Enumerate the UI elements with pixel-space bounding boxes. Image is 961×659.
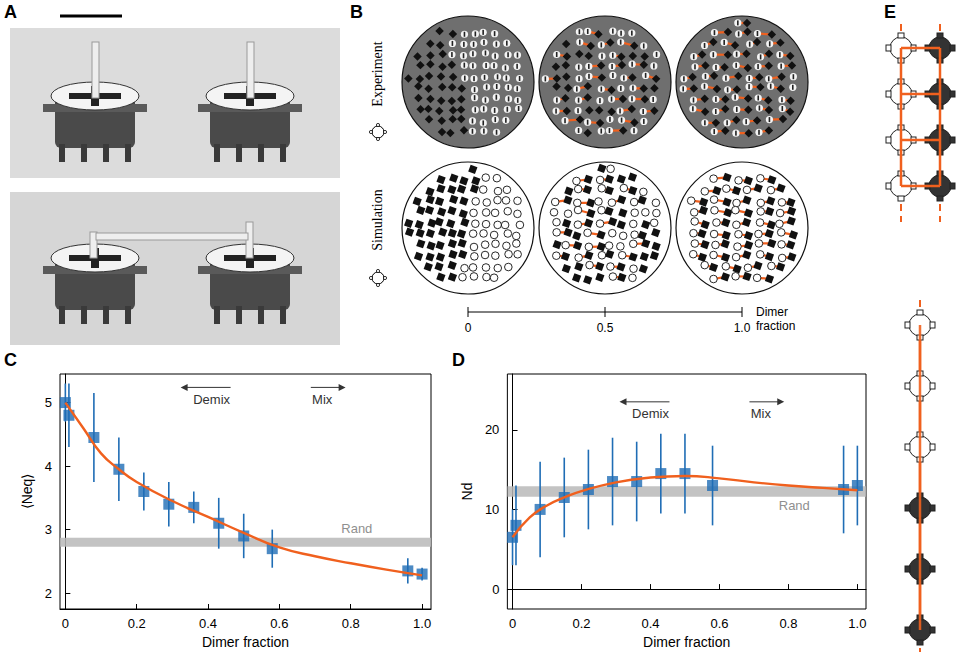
svg-text:0: 0 bbox=[62, 616, 69, 631]
svg-text:0: 0 bbox=[465, 321, 472, 335]
svg-text:⟨Neq⟩: ⟨Neq⟩ bbox=[19, 474, 35, 510]
svg-text:0.6: 0.6 bbox=[270, 616, 288, 631]
svg-text:0.4: 0.4 bbox=[199, 616, 217, 631]
svg-text:Demix: Demix bbox=[193, 392, 230, 407]
svg-text:4: 4 bbox=[45, 459, 52, 474]
svg-text:Simulation: Simulation bbox=[370, 189, 385, 250]
svg-text:5: 5 bbox=[45, 395, 52, 410]
svg-text:0.8: 0.8 bbox=[779, 616, 797, 631]
svg-text:Dimer: Dimer bbox=[756, 305, 788, 319]
svg-text:Mix: Mix bbox=[312, 392, 333, 407]
svg-text:Rand: Rand bbox=[779, 498, 810, 513]
svg-text:fraction: fraction bbox=[756, 319, 795, 333]
svg-text:0.6: 0.6 bbox=[710, 616, 728, 631]
svg-text:Nd: Nd bbox=[459, 483, 475, 501]
html-text:E: E bbox=[884, 2, 896, 22]
svg-text:3: 3 bbox=[45, 522, 52, 537]
svg-text:Dimer fraction: Dimer fraction bbox=[202, 634, 289, 650]
svg-text:0.4: 0.4 bbox=[641, 616, 659, 631]
html-text:C: C bbox=[4, 350, 17, 370]
svg-text:0: 0 bbox=[509, 616, 516, 631]
svg-text:10: 10 bbox=[485, 502, 499, 517]
svg-text:Rand: Rand bbox=[341, 521, 372, 536]
svg-text:Dimer fraction: Dimer fraction bbox=[643, 634, 730, 650]
svg-text:1.0: 1.0 bbox=[734, 321, 751, 335]
svg-text:Experiment: Experiment bbox=[370, 41, 385, 106]
svg-text:2: 2 bbox=[45, 586, 52, 601]
html-text:B: B bbox=[350, 2, 363, 22]
svg-text:Mix: Mix bbox=[751, 406, 772, 421]
svg-text:1.0: 1.0 bbox=[848, 616, 866, 631]
svg-text:1.0: 1.0 bbox=[413, 616, 431, 631]
html-text:A: A bbox=[4, 2, 17, 22]
svg-text:0.2: 0.2 bbox=[128, 616, 146, 631]
svg-text:0.2: 0.2 bbox=[572, 616, 590, 631]
svg-text:0.8: 0.8 bbox=[342, 616, 360, 631]
svg-text:0.5: 0.5 bbox=[597, 321, 614, 335]
svg-text:20: 20 bbox=[485, 422, 499, 437]
svg-text:0: 0 bbox=[492, 582, 499, 597]
svg-text:Demix: Demix bbox=[632, 406, 669, 421]
html-text:D: D bbox=[452, 350, 465, 370]
